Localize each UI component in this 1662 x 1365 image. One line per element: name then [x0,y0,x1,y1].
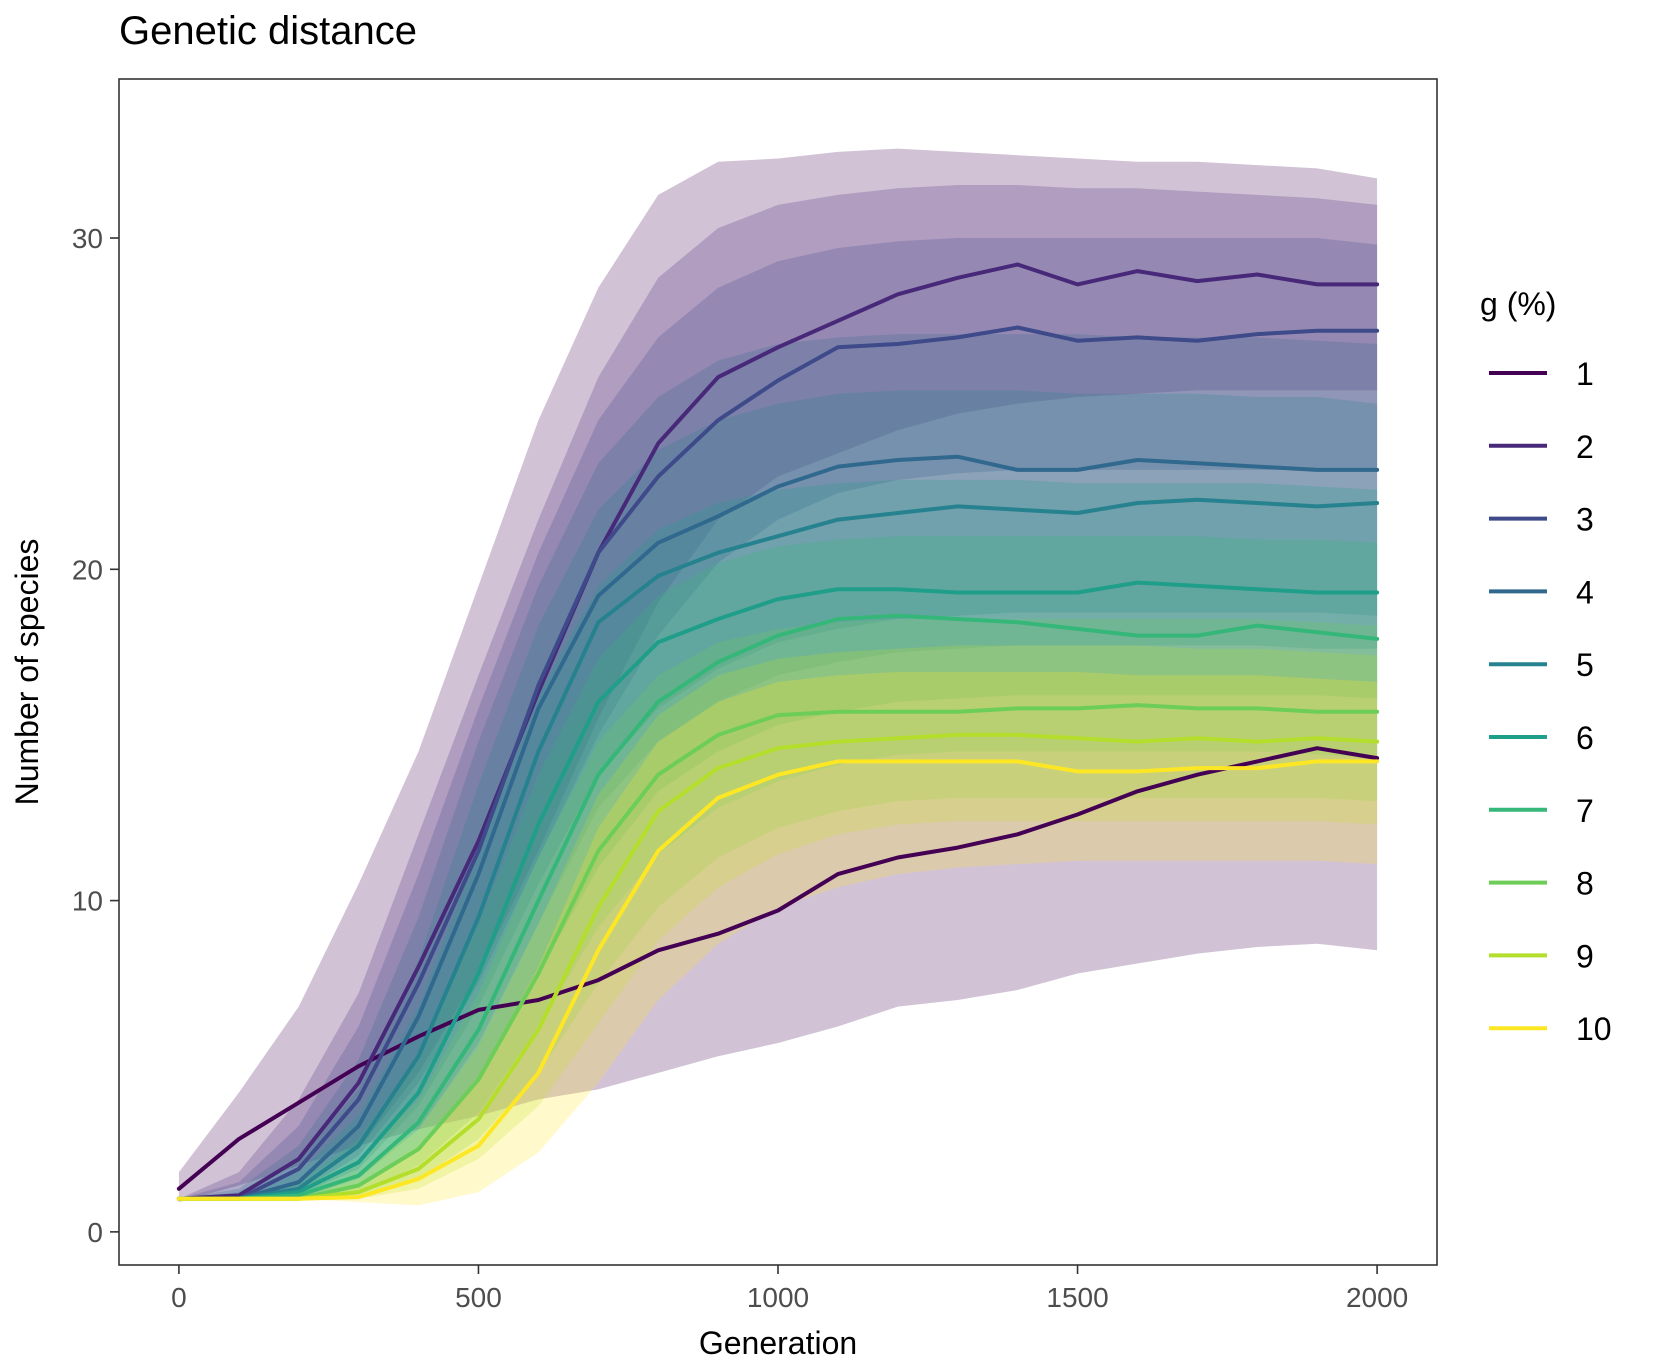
legend-label-g8: 8 [1576,866,1594,902]
line-g8 [176,703,1380,1201]
legend: g (%) 1 2 3 4 5 6 7 8 9 10 [1480,286,1612,1047]
legend-title: g (%) [1480,286,1556,322]
band-g6 [178,479,1378,1199]
x-tick-label: 1500 [1046,1282,1108,1313]
x-tick-label: 0 [171,1282,187,1313]
y-tick-label: 0 [87,1217,103,1248]
legend-label-g7: 7 [1576,793,1594,829]
legend-label-g1: 1 [1576,356,1594,392]
confidence-bands [178,148,1378,1206]
line-g1 [176,746,1380,1191]
legend-label-g6: 6 [1576,720,1594,756]
series-lines [176,262,1380,1201]
x-tick-label: 1000 [747,1282,809,1313]
line-g3 [176,325,1380,1201]
legend-label-g4: 4 [1576,574,1594,610]
legend-label-g5: 5 [1576,647,1594,683]
legend-label-g10: 10 [1576,1011,1612,1047]
legend-label-g3: 3 [1576,502,1594,538]
band-g4 [178,334,1378,1199]
line-g2 [176,262,1380,1201]
band-g10 [178,672,1378,1206]
line-g9 [176,732,1380,1201]
band-g8 [178,619,1378,1199]
chart-title: Genetic distance [119,9,417,53]
legend-label-g9: 9 [1576,938,1594,974]
line-g4 [176,454,1380,1201]
band-g9 [178,645,1378,1199]
line-g6 [176,580,1380,1201]
y-tick-label: 30 [72,223,103,254]
y-axis: 0 10 20 30 [72,223,119,1248]
x-axis: 0 500 1000 1500 2000 [171,1265,1408,1313]
band-g2 [178,185,1378,1199]
line-g5 [176,497,1380,1201]
line-g7 [176,613,1380,1201]
y-axis-title: Number of species [9,539,45,806]
band-g3 [178,238,1378,1199]
y-tick-label: 20 [72,554,103,585]
x-tick-label: 500 [455,1282,502,1313]
y-tick-label: 10 [72,886,103,917]
line-g10 [176,759,1380,1201]
legend-label-g2: 2 [1576,429,1594,465]
band-g1 [178,148,1378,1203]
x-axis-title: Generation [699,1325,857,1361]
x-tick-label: 2000 [1346,1282,1408,1313]
